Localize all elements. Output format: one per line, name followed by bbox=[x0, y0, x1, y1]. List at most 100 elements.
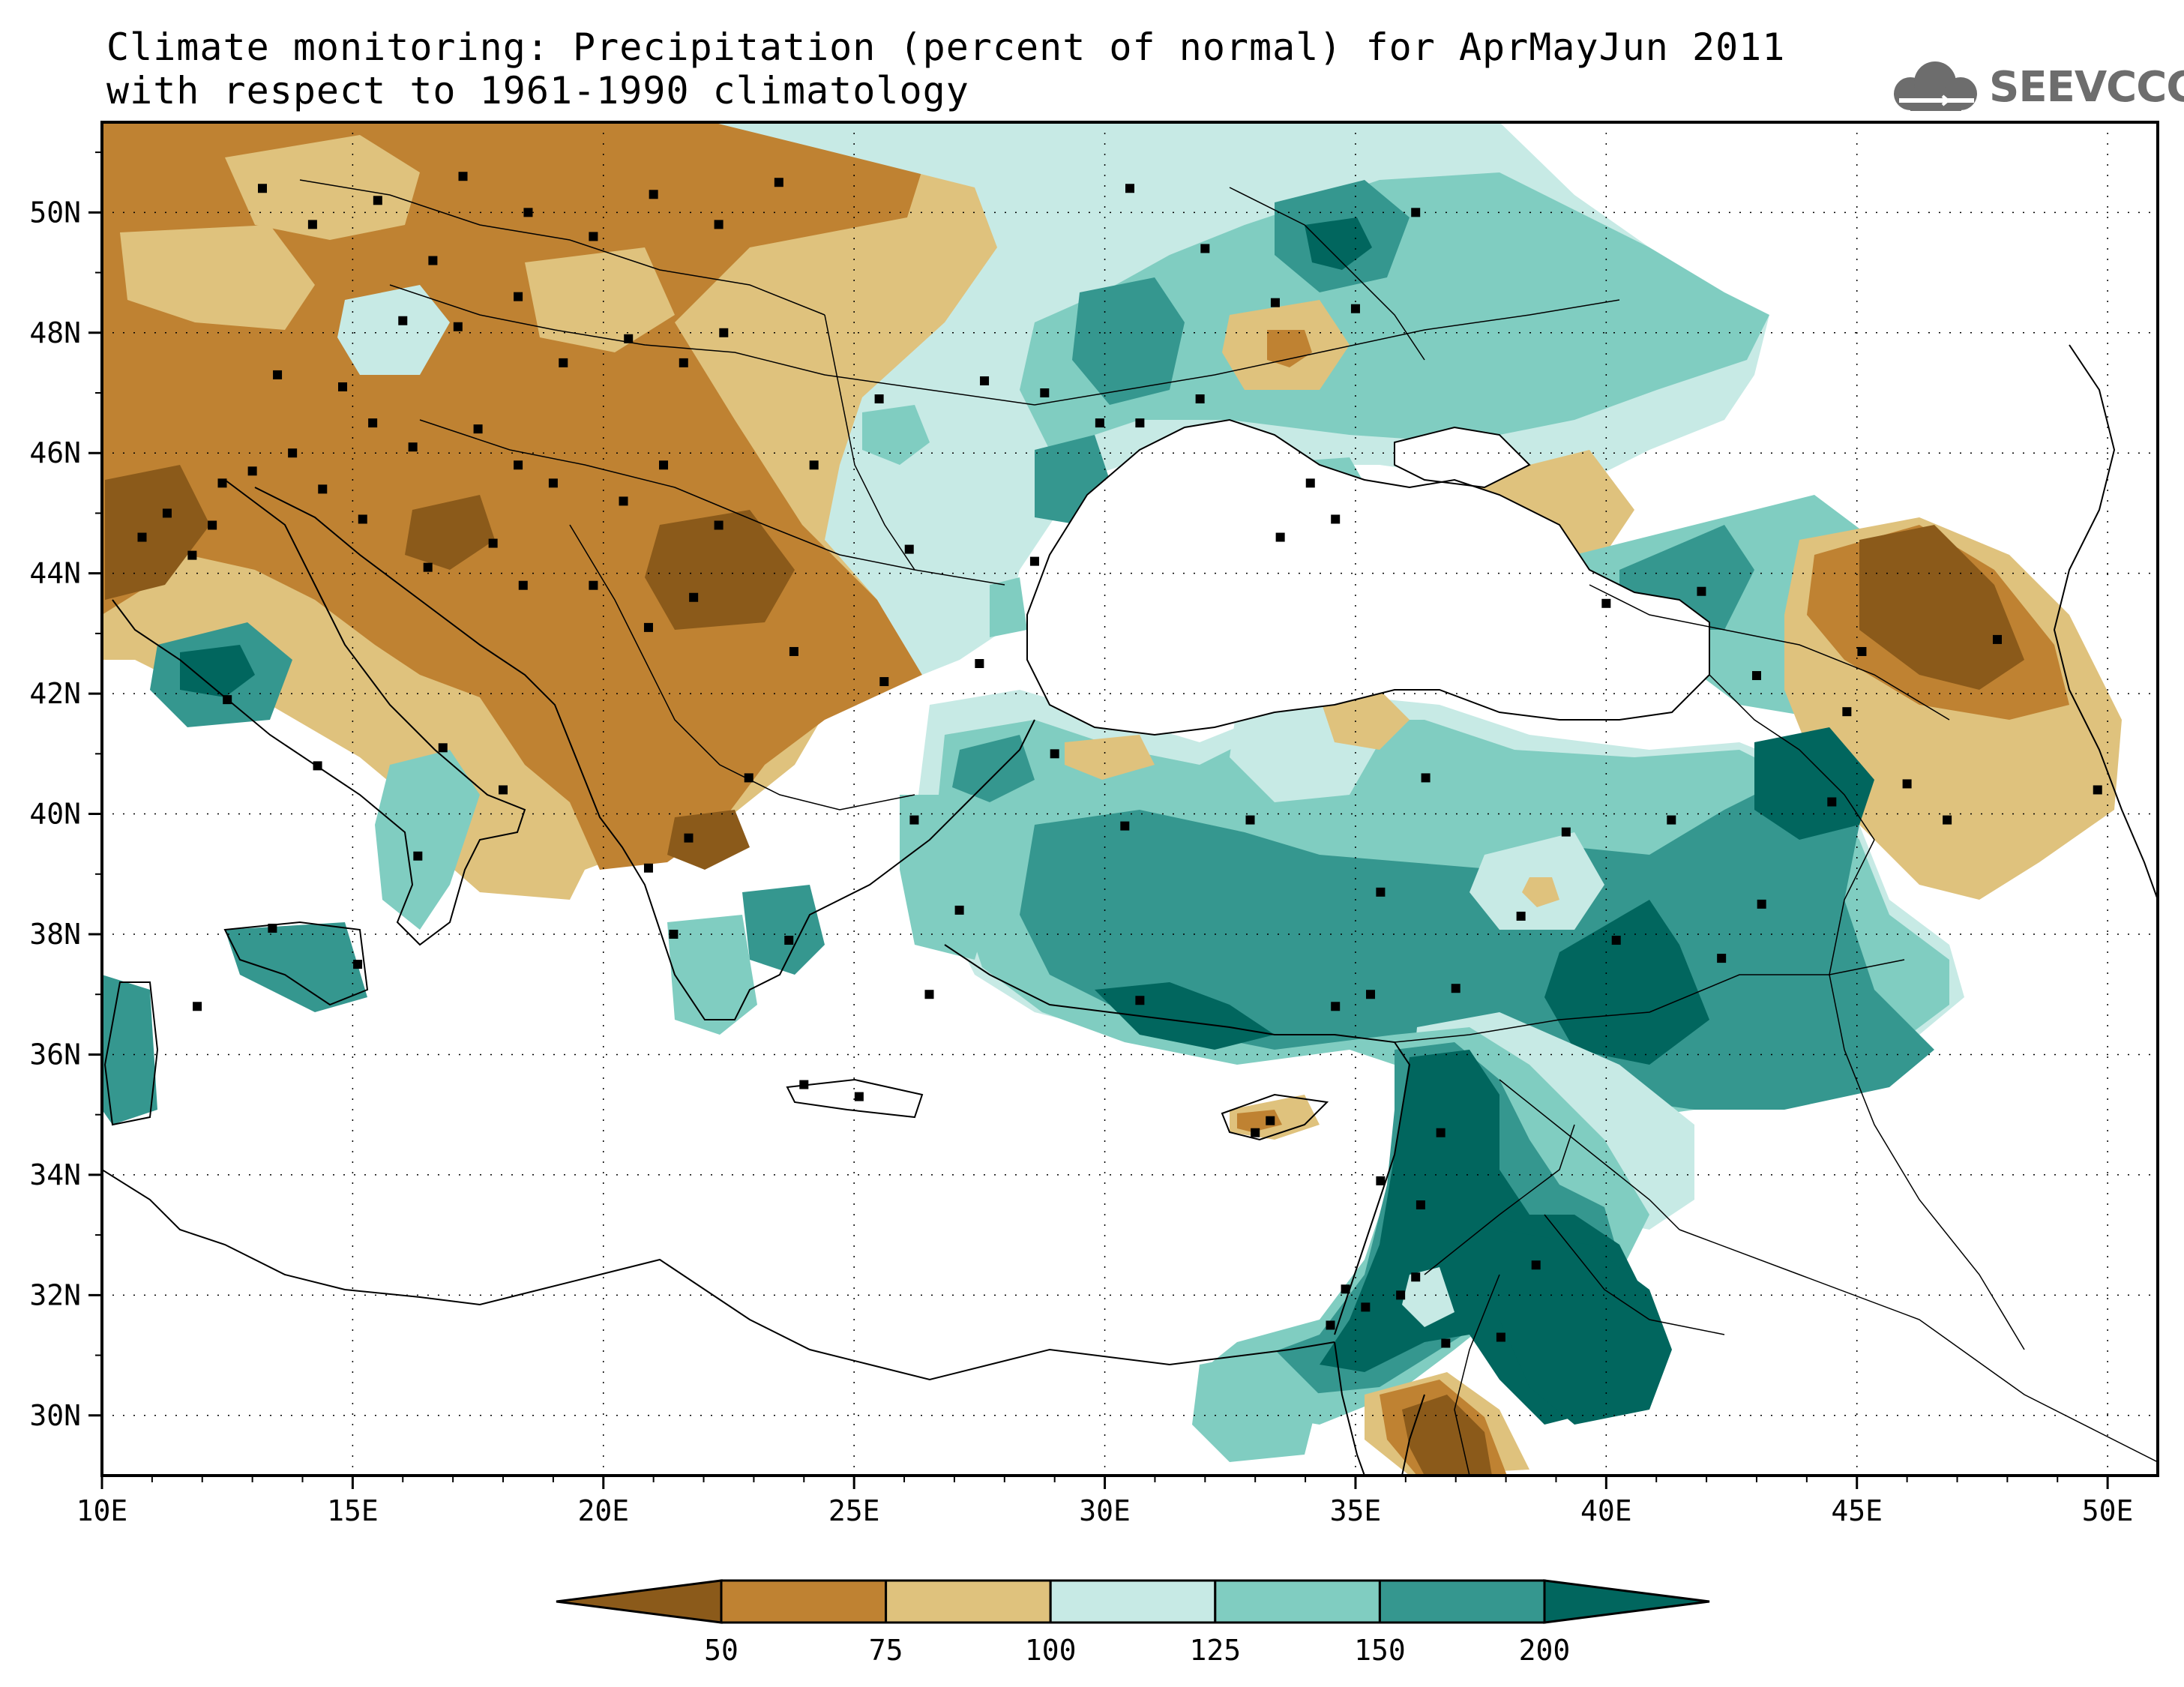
station-marker bbox=[373, 196, 382, 205]
station-marker bbox=[217, 478, 227, 488]
map-frame bbox=[100, 121, 2159, 1477]
field-lt50-serbia bbox=[645, 510, 795, 630]
sea-of-azov bbox=[1395, 427, 1529, 487]
station-marker bbox=[318, 484, 328, 494]
station-marker bbox=[954, 905, 964, 915]
field-lt50-greece-north bbox=[667, 810, 750, 870]
colorbar-segment bbox=[1378, 1579, 1546, 1624]
lon-tick-label: 15E bbox=[327, 1494, 379, 1527]
station-markers bbox=[137, 172, 2102, 1348]
station-marker bbox=[1436, 1128, 1446, 1137]
station-marker bbox=[1125, 184, 1134, 193]
lon-tick-label: 10E bbox=[76, 1494, 128, 1527]
station-marker bbox=[353, 960, 363, 969]
station-marker bbox=[643, 863, 653, 873]
station-marker bbox=[1516, 911, 1526, 921]
title-line-2: with respect to 1961-1990 climatology bbox=[106, 69, 969, 112]
colorbar-label: 100 bbox=[1025, 1634, 1077, 1667]
field-150-200-greece bbox=[742, 885, 825, 975]
station-marker bbox=[208, 520, 217, 530]
station-marker bbox=[1040, 388, 1050, 397]
station-marker bbox=[247, 466, 257, 476]
station-marker bbox=[137, 532, 147, 542]
station-marker bbox=[473, 424, 483, 434]
station-marker bbox=[1531, 1260, 1541, 1270]
station-marker bbox=[1120, 821, 1130, 831]
station-marker bbox=[193, 1002, 202, 1011]
station-marker bbox=[1135, 418, 1145, 428]
station-marker bbox=[924, 990, 934, 999]
lat-tick-label: 42N bbox=[29, 677, 81, 710]
lat-tick-label: 46N bbox=[29, 436, 81, 469]
station-marker bbox=[1029, 556, 1039, 566]
field-50-75-europe bbox=[102, 122, 937, 870]
colorbar-label: 150 bbox=[1354, 1634, 1406, 1667]
station-marker bbox=[1416, 1200, 1425, 1209]
colorbar-label: 75 bbox=[869, 1634, 903, 1667]
station-marker bbox=[1326, 1320, 1335, 1330]
station-marker bbox=[1757, 899, 1766, 909]
station-marker bbox=[589, 232, 598, 241]
lon-tick-label: 30E bbox=[1079, 1494, 1131, 1527]
field-150-200-marmara bbox=[952, 735, 1035, 802]
station-marker bbox=[398, 316, 408, 325]
station-marker bbox=[909, 815, 919, 825]
station-marker bbox=[904, 544, 914, 554]
station-marker bbox=[684, 833, 694, 843]
station-marker bbox=[1266, 1116, 1275, 1125]
station-marker bbox=[774, 178, 783, 187]
lat-tick-label: 48N bbox=[29, 316, 81, 349]
field-125-150-italy-south bbox=[375, 750, 480, 930]
station-marker bbox=[1411, 1272, 1421, 1282]
station-marker bbox=[1601, 598, 1611, 608]
station-marker bbox=[649, 190, 658, 199]
field-125-150-greece bbox=[667, 915, 757, 1035]
lat-tick-label: 38N bbox=[29, 918, 81, 951]
station-marker bbox=[1305, 478, 1315, 488]
station-marker bbox=[514, 460, 523, 470]
station-marker bbox=[423, 562, 433, 572]
station-marker bbox=[784, 936, 794, 945]
lon-tick-label: 40E bbox=[1580, 1494, 1632, 1527]
station-marker bbox=[714, 520, 724, 530]
station-marker bbox=[518, 580, 528, 590]
colorbar-lower-triangle bbox=[556, 1579, 723, 1624]
station-marker bbox=[1902, 779, 1912, 789]
lon-tick-label: 20E bbox=[577, 1494, 629, 1527]
station-marker bbox=[879, 677, 889, 687]
lat-tick-label: 40N bbox=[29, 798, 81, 831]
station-marker bbox=[1396, 1290, 1406, 1300]
station-marker bbox=[1270, 298, 1280, 307]
lat-axis: 30N 32N 34N 36N 38N 40N 42N 44N 46N 48N 50N bbox=[29, 151, 102, 1432]
lat-tick-label: 32N bbox=[29, 1278, 81, 1311]
country-borders bbox=[299, 179, 2158, 1476]
field-75-100-central-anatolia bbox=[1522, 877, 1559, 907]
station-marker bbox=[643, 622, 653, 632]
station-marker bbox=[413, 851, 423, 861]
station-marker bbox=[288, 448, 298, 458]
station-marker bbox=[523, 208, 533, 217]
black-sea bbox=[1027, 420, 1709, 735]
field-gt200-italy-west bbox=[180, 645, 255, 697]
station-marker bbox=[358, 514, 367, 524]
station-marker bbox=[874, 394, 884, 404]
field-125-150-aegean bbox=[900, 795, 997, 960]
station-marker bbox=[307, 220, 317, 229]
station-marker bbox=[1050, 749, 1059, 759]
colorbar-label: 200 bbox=[1519, 1634, 1571, 1667]
station-marker bbox=[438, 743, 448, 753]
field-125-150-romania-spot bbox=[862, 405, 930, 465]
colorbar-segment bbox=[885, 1579, 1052, 1624]
field-75-100-north-c bbox=[120, 225, 315, 330]
station-marker bbox=[559, 358, 568, 367]
station-marker bbox=[854, 1092, 864, 1101]
station-marker bbox=[408, 442, 418, 452]
station-marker bbox=[589, 580, 598, 590]
field-50-75-ukraine-center bbox=[1267, 330, 1312, 367]
station-marker bbox=[1421, 773, 1431, 783]
station-marker bbox=[1667, 815, 1676, 825]
station-marker bbox=[1827, 797, 1837, 807]
lat-tick-label: 50N bbox=[29, 196, 81, 229]
station-marker bbox=[162, 508, 172, 518]
